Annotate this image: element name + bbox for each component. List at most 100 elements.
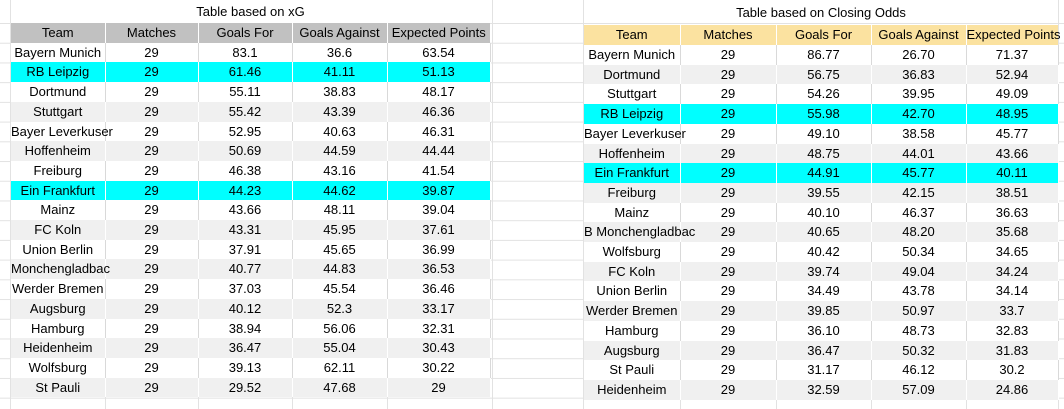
- value-cell[interactable]: 44.23: [198, 180, 293, 201]
- value-cell[interactable]: 48.95: [966, 104, 1059, 124]
- column-header[interactable]: Goals Against: [292, 23, 388, 43]
- team-cell[interactable]: St Pauli: [584, 360, 681, 380]
- team-cell[interactable]: Monchengladbac: [11, 259, 110, 280]
- value-cell[interactable]: 42.15: [871, 182, 967, 203]
- value-cell[interactable]: 44.59: [292, 141, 388, 161]
- value-cell[interactable]: 29: [680, 104, 777, 124]
- value-cell[interactable]: 37.91: [198, 239, 293, 260]
- value-cell[interactable]: 29: [105, 42, 199, 63]
- team-cell[interactable]: Hoffenheim: [11, 141, 106, 161]
- value-cell[interactable]: 55.98: [776, 104, 872, 124]
- value-cell[interactable]: 43.16: [292, 160, 388, 181]
- value-cell[interactable]: 42.70: [871, 104, 967, 124]
- value-cell[interactable]: 32.83: [966, 320, 1059, 341]
- value-cell[interactable]: 41.54: [387, 160, 491, 181]
- value-cell[interactable]: 34.24: [966, 261, 1059, 282]
- team-cell[interactable]: Dortmund: [11, 82, 106, 102]
- team-cell[interactable]: Bayer Leverkuser: [11, 121, 113, 142]
- value-cell[interactable]: 29: [680, 301, 777, 321]
- value-cell[interactable]: 29: [680, 123, 777, 144]
- team-cell[interactable]: Mainz: [584, 202, 681, 223]
- value-cell[interactable]: 44.44: [387, 141, 491, 161]
- value-cell[interactable]: 34.49: [776, 281, 872, 302]
- value-cell[interactable]: 50.97: [871, 301, 967, 321]
- value-cell[interactable]: 29: [105, 279, 199, 299]
- value-cell[interactable]: 39.85: [776, 301, 872, 321]
- team-cell[interactable]: Hoffenheim: [584, 143, 681, 164]
- team-cell[interactable]: Augsburg: [584, 340, 681, 361]
- value-cell[interactable]: 39.95: [871, 84, 967, 105]
- value-cell[interactable]: 45.77: [871, 163, 967, 183]
- value-cell[interactable]: 41.11: [292, 62, 388, 83]
- value-cell[interactable]: 38.94: [198, 318, 293, 339]
- value-cell[interactable]: 46.37: [871, 202, 967, 223]
- column-header[interactable]: Goals For: [198, 23, 293, 43]
- value-cell[interactable]: 45.95: [292, 220, 388, 240]
- value-cell[interactable]: 55.42: [198, 101, 293, 122]
- value-cell[interactable]: 48.73: [871, 320, 967, 341]
- value-cell[interactable]: 36.10: [776, 320, 872, 341]
- value-cell[interactable]: 48.75: [776, 143, 872, 164]
- value-cell[interactable]: 31.83: [966, 340, 1059, 361]
- value-cell[interactable]: 29: [105, 318, 199, 339]
- value-cell[interactable]: 33.7: [966, 301, 1059, 321]
- team-cell[interactable]: Wolfsburg: [11, 357, 106, 378]
- value-cell[interactable]: 46.36: [387, 101, 491, 122]
- team-cell[interactable]: Dortmund: [584, 64, 681, 85]
- value-cell[interactable]: 36.83: [871, 64, 967, 85]
- value-cell[interactable]: 45.77: [966, 123, 1059, 144]
- value-cell[interactable]: 43.66: [198, 200, 293, 221]
- value-cell[interactable]: 29: [105, 101, 199, 122]
- value-cell[interactable]: 45.54: [292, 279, 388, 299]
- value-cell[interactable]: 36.47: [776, 340, 872, 361]
- value-cell[interactable]: 36.46: [387, 279, 491, 299]
- value-cell[interactable]: 44.01: [871, 143, 967, 164]
- value-cell[interactable]: 52.95: [198, 121, 293, 142]
- value-cell[interactable]: 37.03: [198, 279, 293, 299]
- value-cell[interactable]: 29: [680, 261, 777, 282]
- team-cell[interactable]: St Pauli: [11, 377, 106, 398]
- value-cell[interactable]: 61.46: [198, 62, 293, 83]
- team-cell[interactable]: Bayern Munich: [584, 45, 681, 65]
- value-cell[interactable]: 29: [105, 141, 199, 161]
- value-cell[interactable]: 57.09: [871, 379, 967, 400]
- value-cell[interactable]: 55.04: [292, 338, 388, 358]
- value-cell[interactable]: 33.17: [387, 298, 491, 319]
- value-cell[interactable]: 44.91: [776, 163, 872, 183]
- value-cell[interactable]: 29.52: [198, 377, 293, 398]
- value-cell[interactable]: 49.09: [966, 84, 1059, 105]
- column-header[interactable]: Matches: [105, 23, 199, 43]
- value-cell[interactable]: 43.39: [292, 101, 388, 122]
- value-cell[interactable]: 29: [680, 143, 777, 164]
- value-cell[interactable]: 43.31: [198, 220, 293, 240]
- team-cell[interactable]: B Monchengladbac: [584, 222, 695, 243]
- value-cell[interactable]: 32.31: [387, 318, 491, 339]
- value-cell[interactable]: 48.17: [387, 82, 491, 102]
- team-cell[interactable]: Wolfsburg: [584, 242, 681, 262]
- value-cell[interactable]: 29: [680, 84, 777, 105]
- value-cell[interactable]: 40.42: [776, 242, 872, 262]
- value-cell[interactable]: 39.04: [387, 200, 491, 221]
- value-cell[interactable]: 32.59: [776, 379, 872, 400]
- team-cell[interactable]: Augsburg: [11, 298, 106, 319]
- value-cell[interactable]: 38.58: [871, 123, 967, 144]
- value-cell[interactable]: 29: [105, 259, 199, 280]
- value-cell[interactable]: 71.37: [966, 45, 1059, 65]
- value-cell[interactable]: 36.47: [198, 338, 293, 358]
- value-cell[interactable]: 46.38: [198, 160, 293, 181]
- value-cell[interactable]: 48.11: [292, 200, 388, 221]
- value-cell[interactable]: 29: [680, 182, 777, 203]
- value-cell[interactable]: 29: [105, 377, 199, 398]
- value-cell[interactable]: 38.83: [292, 82, 388, 102]
- value-cell[interactable]: 30.2: [966, 360, 1059, 380]
- team-cell[interactable]: Heidenheim: [11, 338, 106, 358]
- value-cell[interactable]: 51.13: [387, 62, 491, 83]
- team-cell[interactable]: RB Leipzig: [584, 104, 681, 124]
- value-cell[interactable]: 36.99: [387, 239, 491, 260]
- team-cell[interactable]: Werder Bremen: [11, 279, 106, 299]
- value-cell[interactable]: 34.14: [966, 281, 1059, 302]
- team-cell[interactable]: FC Koln: [11, 220, 106, 240]
- team-cell[interactable]: Stuttgart: [584, 84, 681, 105]
- value-cell[interactable]: 50.69: [198, 141, 293, 161]
- value-cell[interactable]: 29: [680, 64, 777, 85]
